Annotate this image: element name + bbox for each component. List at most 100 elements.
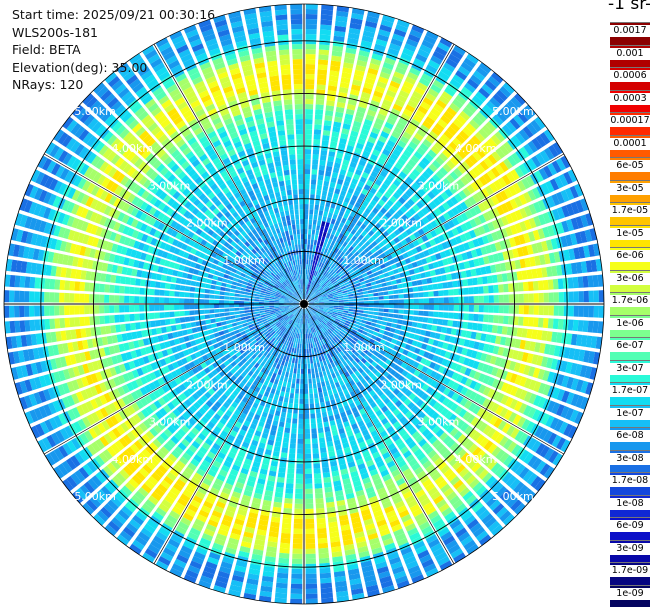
data-gate (375, 364, 382, 371)
data-gate (314, 488, 323, 494)
data-gate (348, 311, 354, 315)
data-gate (229, 584, 242, 593)
data-gate (319, 159, 326, 166)
data-gate (384, 456, 393, 464)
data-gate (549, 178, 560, 191)
data-gate (508, 412, 518, 423)
data-gate (239, 429, 247, 437)
data-gate (231, 401, 238, 409)
data-gate (302, 308, 304, 314)
data-gate (475, 332, 482, 341)
data-gate (315, 319, 320, 325)
data-gate (348, 334, 355, 339)
data-gate (304, 438, 311, 444)
data-gate (316, 94, 325, 100)
data-gate (578, 291, 584, 303)
data-gate (154, 343, 162, 351)
data-gate (320, 263, 325, 269)
data-gate (466, 184, 476, 194)
data-gate (425, 506, 437, 516)
data-gate (392, 33, 405, 42)
data-gate (386, 174, 395, 183)
data-gate (24, 411, 34, 425)
data-gate (544, 448, 555, 461)
data-gate (336, 288, 342, 292)
data-gate (448, 297, 454, 304)
data-gate (322, 264, 327, 270)
data-gate (569, 185, 579, 199)
data-gate (393, 345, 400, 352)
data-gate (306, 318, 308, 324)
data-gate (130, 350, 138, 359)
data-gate (161, 349, 169, 357)
data-gate (359, 96, 370, 104)
data-gate (295, 478, 303, 484)
data-gate (598, 305, 604, 318)
data-gate (100, 485, 112, 498)
data-gate (372, 166, 381, 174)
data-gate (420, 272, 427, 279)
data-gate (356, 541, 368, 549)
data-gate (299, 308, 302, 314)
data-gate (322, 310, 328, 313)
data-gate (304, 294, 306, 300)
data-gate (388, 207, 396, 216)
data-gate (244, 485, 254, 492)
data-gate (273, 368, 279, 374)
data-gate (300, 378, 304, 384)
data-gate (386, 482, 396, 491)
data-gate (573, 247, 581, 260)
data-gate (517, 111, 529, 124)
data-gate (323, 180, 330, 187)
data-gate (389, 43, 401, 52)
data-gate (358, 50, 370, 58)
data-gate (378, 304, 384, 308)
data-gate (362, 330, 368, 336)
data-gate (523, 205, 533, 217)
data-gate (286, 311, 292, 315)
data-gate (188, 444, 198, 453)
data-gate (378, 29, 391, 38)
data-gate (485, 475, 497, 487)
data-gate (384, 409, 392, 417)
data-gate (339, 432, 347, 439)
data-gate (313, 239, 318, 246)
data-gate (495, 229, 504, 240)
data-gate (356, 403, 364, 411)
data-gate (462, 187, 472, 197)
data-gate (325, 496, 335, 503)
data-gate (248, 512, 258, 519)
data-gate (304, 388, 309, 394)
data-gate (511, 444, 522, 456)
data-gate (232, 425, 240, 433)
data-gate (252, 548, 264, 556)
data-gate (178, 374, 187, 383)
data-gate (333, 566, 345, 573)
data-gate (430, 490, 441, 501)
data-gate (327, 321, 333, 326)
data-gate (306, 338, 308, 344)
data-gate (139, 386, 148, 396)
data-gate (157, 387, 166, 396)
data-gate (350, 263, 357, 269)
data-gate (588, 244, 596, 257)
data-gate (344, 113, 354, 121)
data-gate (405, 276, 412, 282)
data-gate (199, 370, 207, 377)
data-gate (269, 329, 275, 334)
data-gate (395, 261, 402, 268)
data-gate (353, 251, 360, 257)
data-gate (194, 518, 205, 528)
data-gate (311, 229, 316, 235)
data-gate (277, 341, 282, 348)
data-gate (320, 592, 333, 599)
data-gate (305, 533, 315, 539)
data-gate (358, 257, 365, 263)
data-gate (263, 320, 269, 325)
data-gate (185, 448, 195, 457)
data-gate (478, 175, 488, 186)
data-gate (408, 310, 414, 315)
data-gate (388, 332, 395, 338)
data-gate (345, 219, 351, 226)
data-gate (478, 314, 484, 322)
